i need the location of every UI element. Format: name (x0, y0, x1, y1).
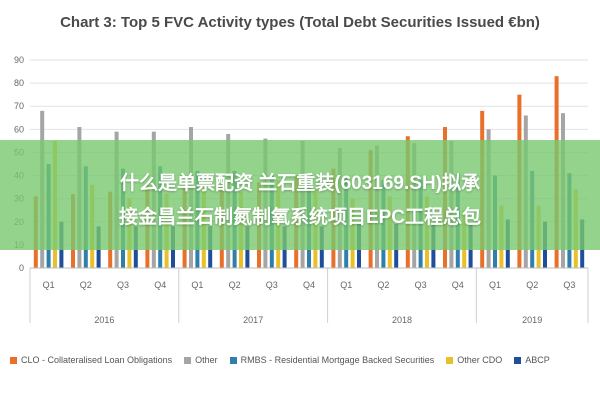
y-tick-label: 0 (19, 263, 24, 273)
legend-label: CLO - Collateralised Loan Obligations (21, 355, 173, 365)
x-tick-label: Q2 (229, 280, 241, 290)
chart-legend: CLO - Collateralised Loan Obligations Oth… (10, 350, 595, 370)
x-tick-label: Q4 (452, 280, 464, 290)
legend-item: Other CDO (446, 355, 502, 365)
x-tick-label: Q1 (43, 280, 55, 290)
legend-swatch (514, 356, 522, 364)
overlay-banner: 什么是单票配资 兰石重装(603169.SH)拟承 接金昌兰石制氮制氧系统项目E… (0, 140, 600, 250)
x-tick-label: Q1 (340, 280, 352, 290)
legend-swatch (229, 356, 237, 364)
legend-item: RMBS - Residential Mortgage Backed Secur… (229, 355, 435, 365)
x-tick-label: Q2 (80, 280, 92, 290)
year-label: 2019 (522, 315, 542, 325)
legend-label: RMBS - Residential Mortgage Backed Secur… (240, 355, 435, 365)
legend-item: ABCP (514, 355, 550, 365)
banner-text-line-1: 什么是单票配资 兰石重装(603169.SH)拟承 (119, 173, 480, 194)
legend-swatch (10, 356, 17, 364)
x-tick-label: Q2 (526, 280, 538, 290)
chart-title: Chart 3: Top 5 FVC Activity types (Total… (60, 14, 540, 31)
banner-text-line-2: 接金昌兰石制氮制氧系统项目EPC工程总包 (118, 207, 482, 228)
y-tick-label: 70 (14, 101, 24, 111)
x-tick-label: Q2 (377, 280, 389, 290)
legend-label: Other CDO (457, 355, 503, 365)
legend-item: CLO - Collateralised Loan Obligations (10, 355, 172, 365)
x-tick-label: Q4 (154, 280, 166, 290)
year-label: 2016 (94, 315, 114, 325)
legend-swatch (446, 356, 454, 364)
x-tick-label: Q3 (563, 280, 575, 290)
legend-swatch (184, 356, 192, 364)
legend-label: ABCP (525, 355, 550, 365)
y-tick-label: 60 (14, 124, 24, 134)
year-label: 2017 (243, 315, 263, 325)
x-tick-label: Q4 (303, 280, 315, 290)
legend-label: Other (195, 355, 218, 365)
x-tick-label: Q3 (117, 280, 129, 290)
year-label: 2018 (392, 315, 412, 325)
x-tick-label: Q1 (489, 280, 501, 290)
x-tick-label: Q3 (415, 280, 427, 290)
y-tick-label: 80 (14, 78, 24, 88)
x-tick-label: Q3 (266, 280, 278, 290)
y-tick-label: 90 (14, 55, 24, 65)
legend-item: Other (184, 355, 218, 365)
x-tick-label: Q1 (191, 280, 203, 290)
